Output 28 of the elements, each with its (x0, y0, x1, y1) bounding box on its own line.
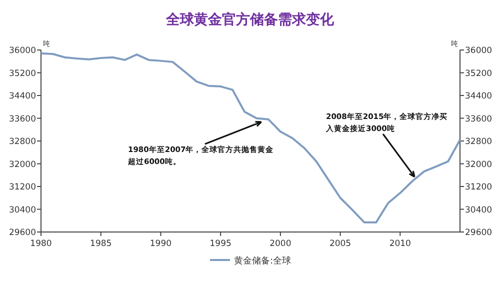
y2-tick-label: 32000 (465, 160, 492, 170)
y-tick-label: 32000 (8, 160, 36, 170)
x-tick-label: 1980 (30, 239, 52, 249)
x-tick-label: 2005 (329, 239, 352, 249)
y-tick-label: 29600 (8, 228, 36, 238)
y2-tick-label: 31200 (465, 182, 492, 192)
y-tick-label: 31200 (8, 182, 36, 192)
x-tick-label: 2000 (270, 239, 292, 249)
x-tick-label: 2010 (389, 239, 411, 249)
y2-tick-label: 33600 (465, 114, 492, 124)
y2-tick-label: 29600 (465, 228, 492, 238)
x-tick-label: 1985 (90, 239, 112, 249)
y2-tick-label: 32800 (465, 137, 492, 147)
x-tick-label: 1995 (210, 239, 232, 249)
y-tick-label: 33600 (8, 114, 36, 124)
y-tick-label: 36000 (8, 46, 36, 56)
y2-tick-label: 35200 (465, 68, 492, 79)
y2-tick-label: 34400 (465, 92, 492, 102)
legend-label: 黄金储备:全球 (234, 256, 292, 266)
y-tick-label: 35200 (8, 68, 36, 79)
y-tick-label: 30400 (8, 205, 36, 216)
legend: 黄金储备:全球 (210, 256, 292, 266)
y2-tick-label: 36000 (465, 46, 492, 56)
y-tick-label: 34400 (8, 92, 36, 102)
y-tick-label: 32800 (8, 137, 36, 147)
x-tick-label: 1990 (150, 239, 172, 249)
y2-tick-label: 30400 (465, 205, 492, 216)
chart-title: 全球黄金官方储备需求变化 (165, 11, 335, 28)
